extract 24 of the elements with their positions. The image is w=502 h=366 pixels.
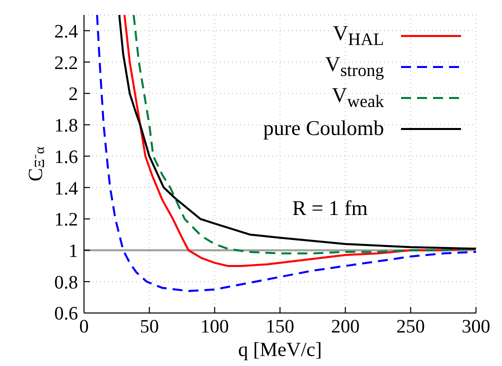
y-tick-label: 2.4: [54, 21, 78, 42]
legend-label: V$_{strong}$: [325, 52, 384, 82]
y-tick-label: 2.2: [54, 52, 78, 74]
y-tick-label: 0.8: [54, 272, 78, 294]
line-series: [96, 15, 476, 292]
legend-label: pure Coulomb: [263, 116, 384, 141]
y-tick-label: 1: [68, 241, 78, 262]
y-tick-label: 1.4: [54, 178, 78, 200]
annotation: R = 1 fm: [292, 196, 368, 220]
y-tick-label: 1.6: [54, 146, 78, 168]
y-tick-label: 2: [68, 84, 78, 106]
y-tick-label: 1.2: [54, 210, 78, 231]
x-tick-label: 250: [396, 316, 425, 338]
x-axis-title: q [MeV/c]: [238, 339, 322, 361]
legend-label: V$_{weak}$: [332, 82, 384, 112]
y-tick-label: 1.8: [54, 116, 78, 137]
y-tick-label: 0.6: [54, 304, 78, 325]
x-tick-label: 100: [200, 316, 229, 338]
x-tick-label: 50: [140, 316, 159, 338]
legend-label: V$_{HAL}$: [332, 20, 384, 50]
x-tick-label: 200: [331, 316, 360, 338]
x-tick-label: 150: [266, 316, 294, 338]
x-tick-label: 0: [79, 316, 89, 338]
x-tick-label: 300: [462, 316, 490, 338]
